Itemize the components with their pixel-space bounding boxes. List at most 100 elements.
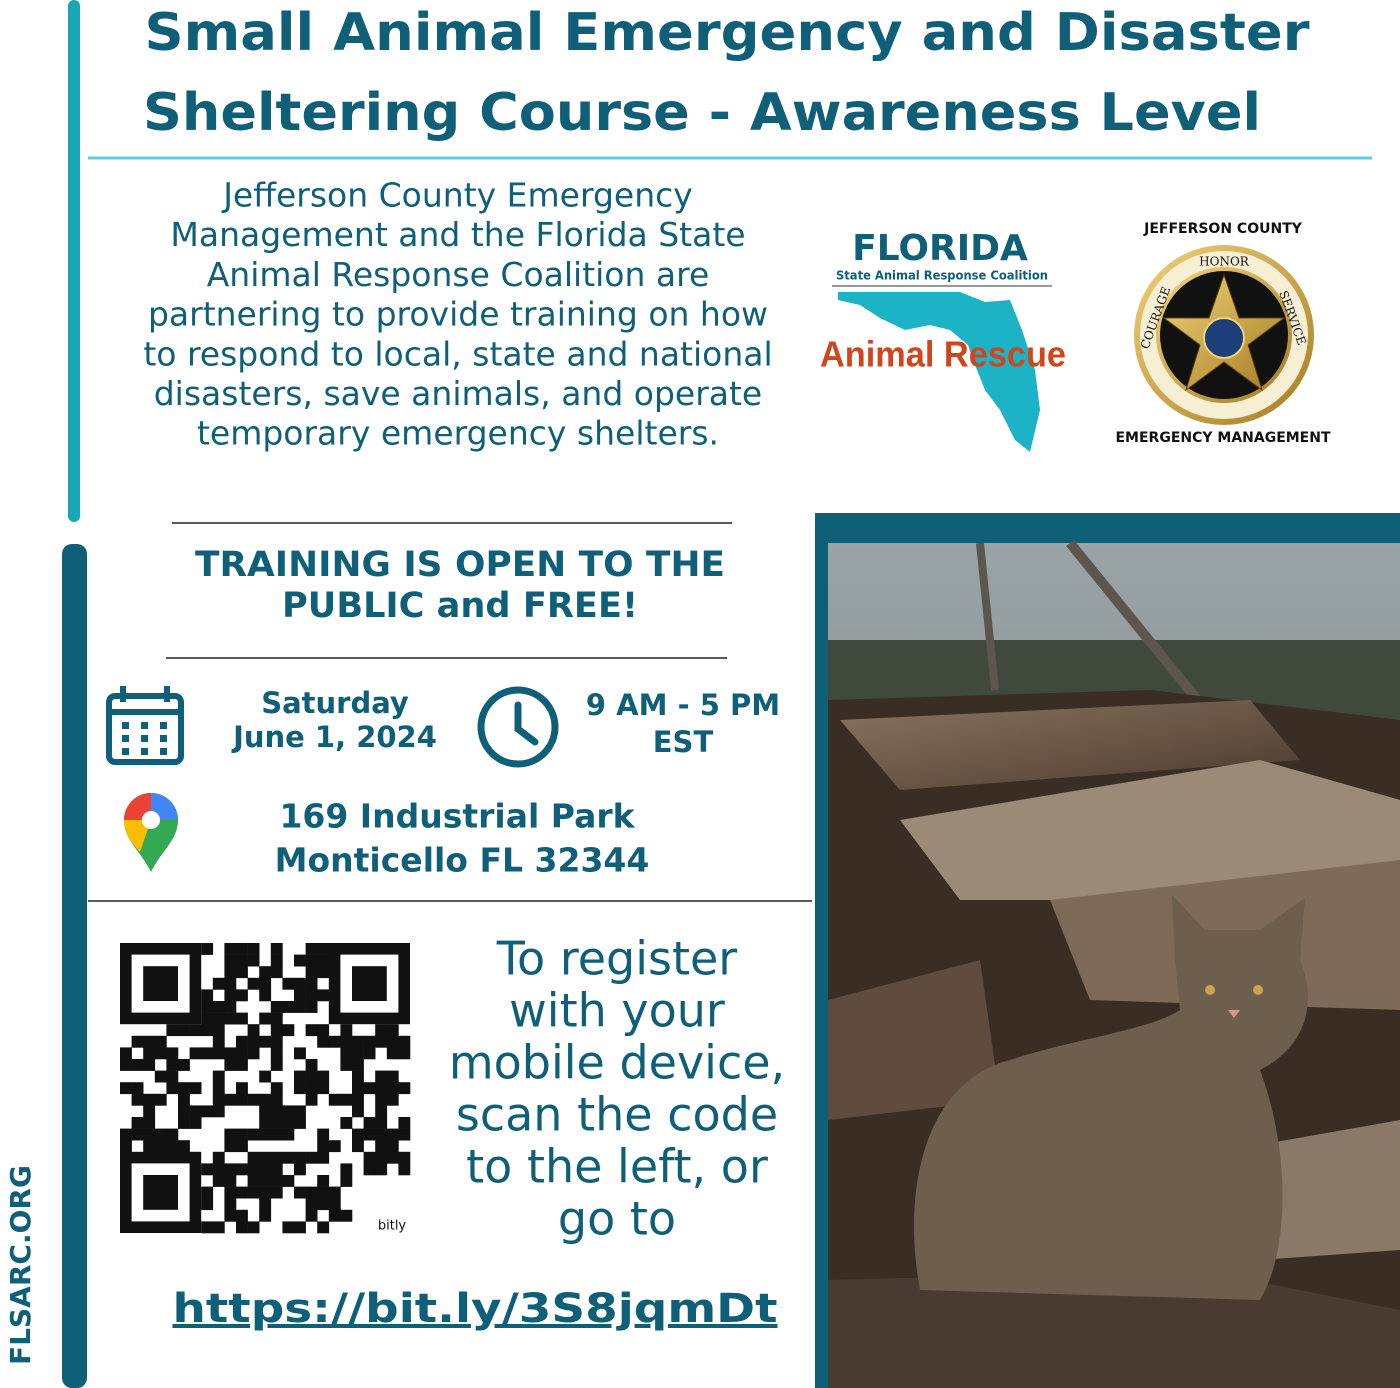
qr-module	[189, 1117, 202, 1129]
register-url[interactable]: https://bit.ly/3S8jqmDt	[173, 1286, 778, 1332]
logo-text: Animal Rescue	[820, 334, 1066, 375]
qr-module	[398, 1163, 411, 1176]
qr-module	[166, 1047, 179, 1060]
qr-module	[270, 1105, 283, 1118]
qr-module	[328, 1093, 341, 1106]
qr-module	[166, 1082, 179, 1095]
qr-module	[317, 989, 330, 1002]
register-line: go to	[558, 1192, 676, 1246]
qr-module	[236, 954, 248, 967]
qr-module	[224, 1198, 237, 1211]
qr-module	[120, 1128, 132, 1141]
cat	[914, 895, 1308, 1300]
register-link[interactable]: https://bit.ly/3S8jqmDt	[173, 1286, 778, 1332]
qr-module	[386, 1093, 399, 1106]
qr-module	[352, 1140, 364, 1153]
intro-line: Jefferson County Emergency	[221, 176, 693, 215]
badge-text: JEFFERSON COUNTY	[1143, 221, 1303, 237]
intro-line: Animal Response Coalition are	[207, 255, 710, 294]
qr-module	[294, 1105, 306, 1118]
qr-module	[305, 1082, 318, 1095]
qr-module	[317, 1175, 330, 1187]
qr-module	[375, 1035, 388, 1048]
qr-module	[212, 1093, 225, 1106]
qr-module	[305, 1198, 318, 1211]
qr-module	[352, 1070, 364, 1083]
qr-module	[212, 1035, 225, 1048]
qr-module	[247, 1024, 260, 1037]
qr-module	[294, 1186, 306, 1199]
qr-module	[386, 1024, 399, 1037]
qr-module	[386, 1047, 399, 1060]
qr-module	[178, 1059, 190, 1071]
qr-module	[236, 1047, 248, 1060]
qr-module	[270, 1082, 283, 1095]
qr-module	[247, 954, 260, 967]
qr-module	[201, 1198, 214, 1211]
qr-module	[317, 1082, 330, 1095]
qr-module	[282, 1175, 295, 1187]
qr-label: bitly	[378, 1219, 407, 1234]
qr-module	[143, 1035, 156, 1048]
qr-module	[317, 1198, 330, 1211]
qr-module	[236, 943, 248, 955]
qr-module	[259, 1151, 272, 1164]
qr-module	[236, 1163, 248, 1176]
qr-code	[120, 943, 411, 1234]
qr-module	[259, 1012, 272, 1025]
qr-module	[270, 1151, 283, 1164]
qr-module	[340, 1047, 353, 1060]
qr-module	[166, 1024, 179, 1037]
qr-module	[154, 1140, 167, 1153]
qr-module	[317, 1221, 330, 1234]
state-shape	[838, 292, 1040, 452]
qr-module	[282, 1151, 295, 1164]
qr-module	[212, 1082, 225, 1095]
qr-module	[201, 1221, 214, 1234]
intro-line: partnering to provide training on how	[148, 295, 768, 334]
qr-module	[328, 1209, 341, 1222]
qr-module	[224, 1093, 237, 1106]
qr-module	[270, 1024, 283, 1037]
qr-module	[352, 1105, 364, 1118]
qr-module	[224, 1209, 237, 1222]
qr-module	[328, 1198, 341, 1211]
qr-module	[270, 1175, 283, 1187]
intro-line: Management and the Florida State	[170, 215, 745, 254]
qr-module	[212, 1024, 225, 1037]
qr-module	[247, 1035, 260, 1048]
qr-module	[154, 1047, 167, 1060]
qr-module	[363, 1151, 376, 1164]
logo-text: State Animal Response Coalition	[836, 269, 1048, 283]
qr-module	[247, 1093, 260, 1106]
qr-module	[317, 1151, 330, 1164]
qr-module	[178, 1082, 190, 1095]
event-date: Saturday	[261, 686, 409, 720]
qr-module	[236, 1209, 248, 1222]
event-time: 9 AM - 5 PM	[586, 688, 780, 722]
qr-module	[282, 1128, 295, 1141]
qr-module	[259, 1093, 272, 1106]
qr-module	[224, 1047, 237, 1060]
qr-module	[282, 977, 295, 990]
qr-module	[201, 1186, 214, 1199]
qr-module	[340, 1059, 353, 1071]
qr-module	[189, 1047, 202, 1060]
qr-module	[317, 1186, 330, 1199]
qr-module	[375, 1082, 388, 1095]
qr-module	[247, 1186, 260, 1199]
qr-module	[375, 1151, 388, 1164]
qr-module	[120, 1047, 132, 1060]
qr-module	[143, 1093, 156, 1106]
qr-module	[120, 1140, 132, 1153]
qr-module	[224, 1128, 237, 1141]
qr-module	[305, 1151, 318, 1164]
qr-module	[259, 1209, 272, 1222]
qr-module	[305, 943, 318, 955]
register-line: with your	[509, 984, 725, 1038]
qr-module	[201, 1105, 214, 1118]
qr-module	[166, 1059, 179, 1071]
title-line: Small Animal Emergency and Disaster	[145, 3, 1310, 63]
clock-hands	[514, 701, 539, 746]
